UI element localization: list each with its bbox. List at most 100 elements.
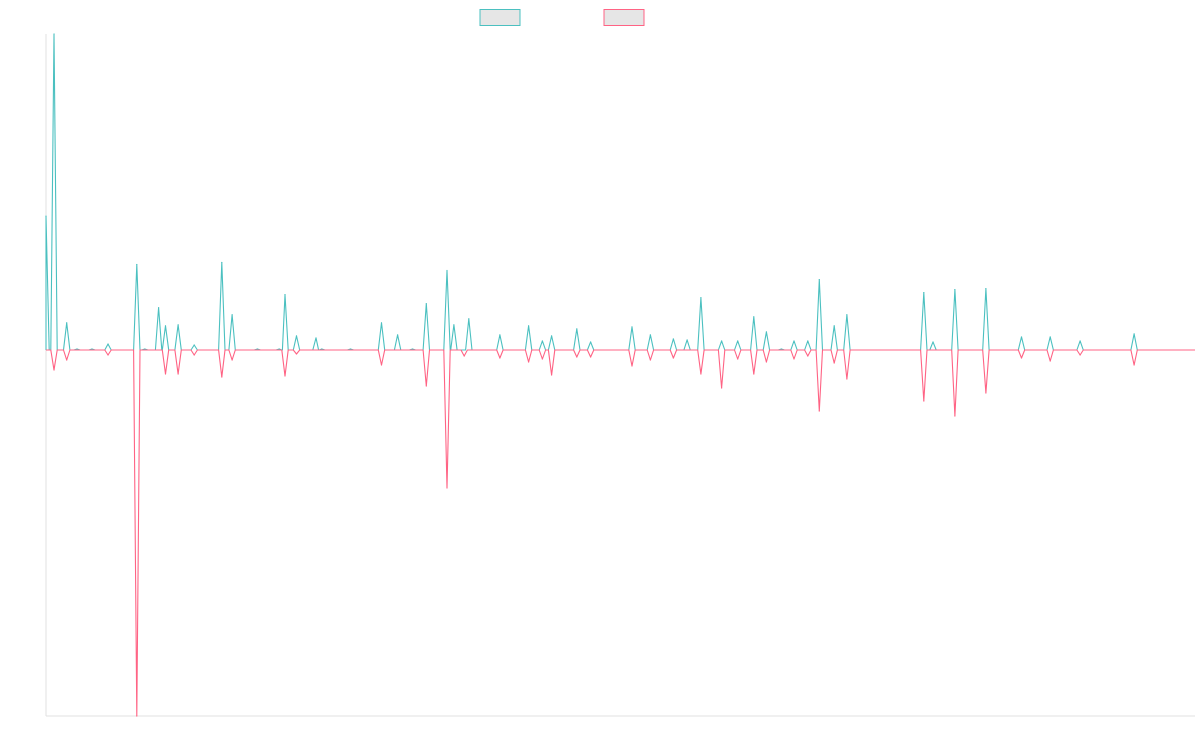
series-layer xyxy=(45,33,1195,717)
data-point-lower-38 xyxy=(1049,360,1051,362)
data-point-lower-34 xyxy=(923,400,925,402)
data-point-upper-40 xyxy=(737,340,739,342)
data-point-lower-23 xyxy=(672,357,674,359)
legend xyxy=(479,9,645,26)
data-point-lower-1 xyxy=(66,359,68,361)
data-point-upper-44 xyxy=(793,340,795,342)
data-point-lower-8 xyxy=(231,359,233,361)
data-point-upper-46 xyxy=(818,278,820,281)
data-point-upper-9 xyxy=(164,325,167,327)
data-point-upper-23 xyxy=(411,348,414,350)
data-point-upper-56 xyxy=(1133,333,1135,335)
data-point-upper-13 xyxy=(231,314,233,316)
data-point-lower-40 xyxy=(1133,364,1135,366)
data-point-upper-14 xyxy=(256,348,259,350)
data-point-upper-49 xyxy=(923,292,925,294)
data-point-lower-4 xyxy=(164,373,167,375)
data-point-lower-30 xyxy=(807,355,809,357)
data-point-lower-24 xyxy=(700,373,702,375)
data-point-lower-39 xyxy=(1079,354,1081,356)
data-point-upper-53 xyxy=(1020,336,1023,338)
data-point-upper-39 xyxy=(721,340,723,342)
data-point-lower-28 xyxy=(765,361,768,363)
data-point-lower-33 xyxy=(846,378,848,380)
data-point-upper-1 xyxy=(53,33,55,35)
series-line-lower xyxy=(46,349,1195,717)
data-point-upper-54 xyxy=(1049,336,1051,338)
data-point-lower-12 xyxy=(425,385,427,387)
data-point-upper-12 xyxy=(221,261,223,264)
data-point-lower-35 xyxy=(954,415,956,417)
data-point-lower-13 xyxy=(446,487,448,489)
legend-swatch-2 xyxy=(603,9,645,26)
data-point-upper-43 xyxy=(780,348,782,350)
data-point-upper-22 xyxy=(396,334,399,336)
data-point-upper-34 xyxy=(631,326,633,328)
data-point-upper-10 xyxy=(177,324,179,326)
legend-swatch-1 xyxy=(479,9,521,26)
data-point-upper-50 xyxy=(932,341,934,343)
data-point-lower-11 xyxy=(380,364,383,366)
data-point-lower-25 xyxy=(721,387,723,389)
data-point-upper-16 xyxy=(284,294,286,296)
data-point-lower-6 xyxy=(193,354,195,356)
data-point-lower-19 xyxy=(576,356,578,358)
data-point-upper-55 xyxy=(1079,340,1081,342)
data-point-lower-15 xyxy=(499,357,501,359)
data-point-lower-10 xyxy=(295,353,298,355)
data-point-lower-16 xyxy=(527,361,530,363)
data-point-upper-6 xyxy=(136,263,138,266)
data-point-lower-18 xyxy=(550,374,553,376)
data-point-lower-29 xyxy=(793,358,795,360)
data-point-upper-18 xyxy=(315,337,317,339)
data-point-lower-7 xyxy=(221,376,223,378)
data-point-lower-9 xyxy=(284,375,286,377)
data-point-upper-47 xyxy=(833,325,835,327)
data-point-upper-42 xyxy=(765,331,768,333)
data-point-lower-37 xyxy=(1020,357,1023,359)
data-point-upper-20 xyxy=(349,348,352,350)
data-point-upper-38 xyxy=(700,297,702,299)
data-point-upper-35 xyxy=(649,334,651,336)
data-point-upper-21 xyxy=(380,322,383,324)
data-point-lower-5 xyxy=(177,373,179,375)
data-point-lower-20 xyxy=(590,356,592,358)
data-point-lower-0 xyxy=(53,369,55,371)
data-point-lower-3 xyxy=(136,715,138,717)
data-point-upper-36 xyxy=(672,338,674,340)
data-point-upper-25 xyxy=(446,269,448,272)
data-point-lower-32 xyxy=(833,362,835,364)
data-point-upper-28 xyxy=(499,334,501,336)
data-point-upper-11 xyxy=(193,344,195,346)
data-point-upper-29 xyxy=(527,325,530,327)
data-point-upper-2 xyxy=(66,322,68,324)
data-point-upper-5 xyxy=(107,343,109,345)
data-point-upper-8 xyxy=(158,307,160,309)
data-point-upper-17 xyxy=(295,335,298,337)
data-point-upper-31 xyxy=(550,335,553,337)
data-point-upper-4 xyxy=(91,348,93,350)
data-point-upper-32 xyxy=(576,328,578,330)
axes xyxy=(45,34,1195,717)
data-point-upper-26 xyxy=(453,324,455,326)
data-point-upper-15 xyxy=(278,348,280,350)
data-point-upper-51 xyxy=(954,289,956,291)
data-point-upper-45 xyxy=(807,340,809,342)
data-point-lower-31 xyxy=(818,410,820,412)
data-point-upper-0 xyxy=(45,215,47,217)
data-point-upper-33 xyxy=(590,341,592,343)
data-point-upper-52 xyxy=(985,288,987,290)
data-point-upper-24 xyxy=(425,303,427,305)
data-point-upper-41 xyxy=(753,316,755,318)
data-point-lower-14 xyxy=(463,355,465,357)
data-point-lower-26 xyxy=(737,358,739,360)
data-point-upper-3 xyxy=(76,348,78,350)
data-point-upper-30 xyxy=(541,340,543,342)
data-point-upper-37 xyxy=(686,339,688,341)
data-point-lower-21 xyxy=(631,365,633,367)
data-point-lower-36 xyxy=(985,392,987,394)
series-line-upper xyxy=(45,33,1195,351)
data-point-upper-27 xyxy=(468,318,470,320)
